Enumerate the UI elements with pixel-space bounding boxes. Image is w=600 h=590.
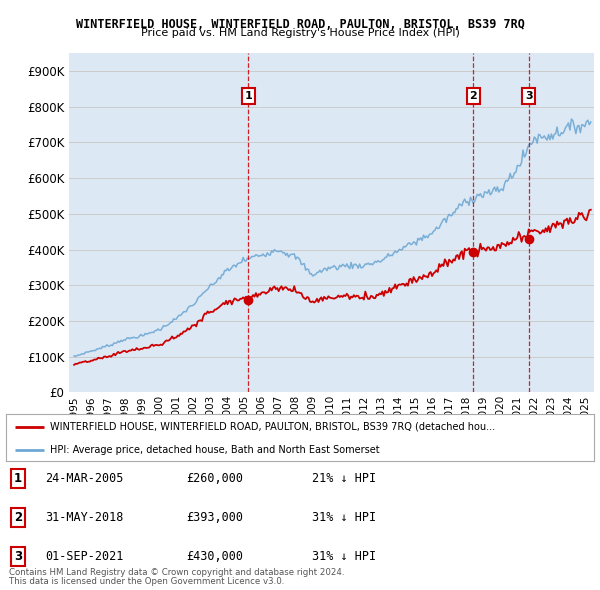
Text: £393,000: £393,000 [186,511,243,524]
Text: 1: 1 [14,472,22,485]
Text: 01-SEP-2021: 01-SEP-2021 [45,550,124,563]
Text: Price paid vs. HM Land Registry's House Price Index (HPI): Price paid vs. HM Land Registry's House … [140,28,460,38]
Text: 24-MAR-2005: 24-MAR-2005 [45,472,124,485]
Text: 1: 1 [245,91,253,101]
Text: Contains HM Land Registry data © Crown copyright and database right 2024.: Contains HM Land Registry data © Crown c… [9,568,344,576]
Text: £260,000: £260,000 [186,472,243,485]
Text: 3: 3 [14,550,22,563]
Text: WINTERFIELD HOUSE, WINTERFIELD ROAD, PAULTON, BRISTOL, BS39 7RQ: WINTERFIELD HOUSE, WINTERFIELD ROAD, PAU… [76,18,524,31]
Text: 2: 2 [469,91,477,101]
Text: 31% ↓ HPI: 31% ↓ HPI [312,511,376,524]
Text: 31% ↓ HPI: 31% ↓ HPI [312,550,376,563]
Text: 2: 2 [14,511,22,524]
Text: 31-MAY-2018: 31-MAY-2018 [45,511,124,524]
Text: 21% ↓ HPI: 21% ↓ HPI [312,472,376,485]
Text: HPI: Average price, detached house, Bath and North East Somerset: HPI: Average price, detached house, Bath… [50,445,380,454]
Text: This data is licensed under the Open Government Licence v3.0.: This data is licensed under the Open Gov… [9,577,284,586]
Text: 3: 3 [525,91,533,101]
Text: WINTERFIELD HOUSE, WINTERFIELD ROAD, PAULTON, BRISTOL, BS39 7RQ (detached hou...: WINTERFIELD HOUSE, WINTERFIELD ROAD, PAU… [50,422,495,432]
Text: £430,000: £430,000 [186,550,243,563]
